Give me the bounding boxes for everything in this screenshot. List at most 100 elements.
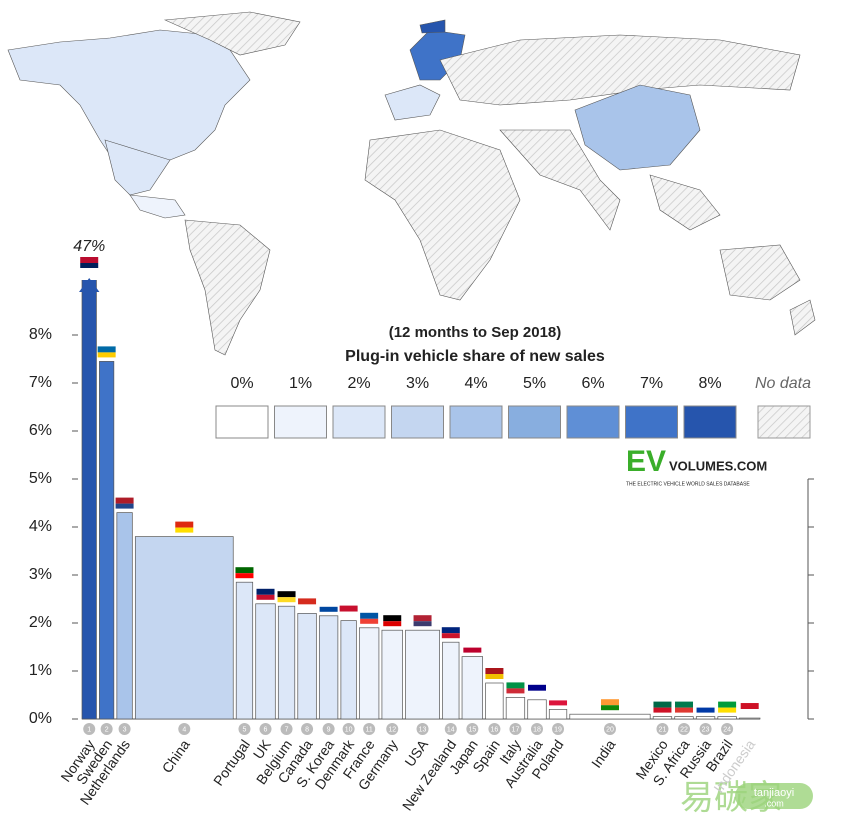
flag <box>339 605 358 612</box>
bar <box>717 716 737 720</box>
rank-badge <box>83 723 96 735</box>
rank-badge <box>444 723 457 735</box>
rank-badge <box>416 723 429 735</box>
flag <box>383 621 402 627</box>
chart-title: (12 months to Sep 2018) <box>389 324 562 341</box>
flag <box>277 597 296 603</box>
rank-label: 12 <box>388 726 396 733</box>
flag <box>696 707 715 713</box>
flag <box>97 346 116 353</box>
rank-badge <box>603 723 616 735</box>
bar <box>134 536 234 720</box>
rank-label: 7 <box>285 726 289 733</box>
flag <box>413 621 432 627</box>
flag <box>235 573 254 579</box>
world-map <box>7 11 816 356</box>
legend-no-data-swatch <box>757 405 811 439</box>
x-tick-label: India <box>588 736 619 770</box>
bar <box>548 709 568 720</box>
flag <box>319 600 338 607</box>
rank-badge <box>363 723 376 735</box>
flag <box>115 503 134 509</box>
rank-badge <box>259 723 272 735</box>
flag <box>485 668 504 674</box>
bar <box>277 605 296 720</box>
legend-swatch <box>449 405 503 439</box>
bar <box>652 716 673 720</box>
rank-badge <box>509 723 522 735</box>
rank-label: 15 <box>468 726 476 733</box>
legend-swatch <box>625 405 678 439</box>
y-tick-label: 1% <box>29 662 52 679</box>
bar <box>461 656 484 720</box>
logo-tagline: THE ELECTRIC VEHICLE WORLD SALES DATABAS… <box>626 481 750 487</box>
flag <box>80 263 99 268</box>
y-tick-label: 2% <box>29 614 52 631</box>
flag <box>175 521 194 528</box>
flag <box>360 612 379 619</box>
legend-no-data: No data <box>755 375 811 392</box>
bar <box>99 361 115 720</box>
legend-swatch <box>274 405 327 439</box>
rank-badge <box>301 723 314 735</box>
flag <box>441 633 460 639</box>
rank-label: 17 <box>512 726 520 733</box>
flag <box>675 707 694 713</box>
flag <box>441 627 460 634</box>
rank-badge <box>322 723 335 735</box>
rank-label: 24 <box>723 726 731 733</box>
flag <box>653 707 672 713</box>
rank-label: 2 <box>105 726 109 733</box>
bar <box>381 629 403 720</box>
rank-label: 20 <box>606 726 614 733</box>
flag <box>383 615 402 622</box>
logo-site: VOLUMES.COM <box>669 458 767 473</box>
legend-label: 3% <box>406 375 429 392</box>
rank-badge <box>466 723 479 735</box>
flag <box>298 598 317 605</box>
flag <box>256 588 275 595</box>
legend-label: 5% <box>523 375 546 392</box>
rank-badge <box>488 723 501 735</box>
value-label: 47% <box>73 238 105 255</box>
watermark-badge <box>735 783 813 809</box>
flag <box>485 674 504 679</box>
bar <box>674 716 694 720</box>
bar <box>116 512 133 720</box>
rank-badge <box>118 723 131 735</box>
chart-subtitle: Plug-in vehicle share of new sales <box>345 348 605 365</box>
legend-label: 8% <box>698 375 721 392</box>
legend-swatch <box>683 405 737 439</box>
rank-label: 8 <box>305 726 309 733</box>
rank-label: 21 <box>659 726 667 733</box>
rank-label: 18 <box>533 726 541 733</box>
watermark-domain: tanjiaoyi <box>754 787 794 799</box>
flag <box>696 701 715 708</box>
rank-label: 9 <box>327 726 331 733</box>
rank-badge <box>721 723 734 735</box>
bar <box>405 629 440 720</box>
bar <box>255 603 276 720</box>
bar <box>340 620 357 720</box>
overflow-arrow <box>79 278 100 292</box>
rank-label: 1 <box>87 726 91 733</box>
bar <box>505 697 526 720</box>
flag <box>97 352 116 358</box>
flag <box>256 594 275 600</box>
rank-badge <box>386 723 399 735</box>
y-tick-label: 5% <box>29 470 52 487</box>
legend-swatch <box>391 405 444 439</box>
y-tick-label: 6% <box>29 422 52 439</box>
rank-label: 4 <box>182 726 186 733</box>
flag <box>463 641 482 648</box>
rank-badge <box>100 723 113 735</box>
legend-swatch <box>215 405 269 439</box>
rank-badge <box>280 723 293 735</box>
legend-label: 0% <box>230 375 253 392</box>
rank-badge <box>238 723 251 735</box>
flag <box>718 701 737 708</box>
legend-swatch <box>566 405 620 439</box>
legend-label: 4% <box>464 375 487 392</box>
rank-label: 23 <box>702 726 710 733</box>
flag <box>463 647 482 653</box>
